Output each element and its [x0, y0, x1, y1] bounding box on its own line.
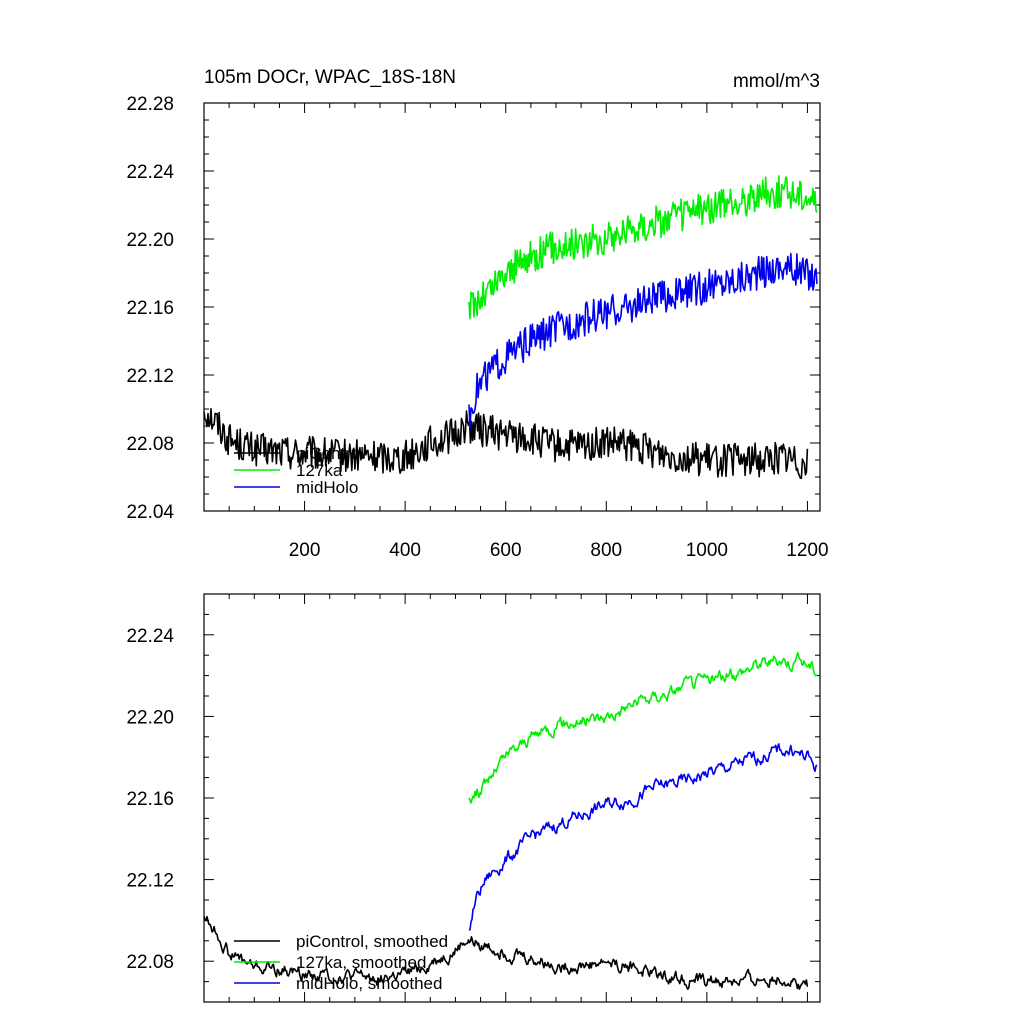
y-tick-label: 22.20	[126, 707, 174, 728]
series-line-0	[203, 915, 809, 991]
x-tick-label: 1200	[786, 540, 828, 561]
legend-label: piControl	[296, 444, 364, 463]
x-tick-label: 1000	[686, 540, 728, 561]
legend-label: midHolo, smoothed	[296, 974, 442, 993]
chart-title: 105m DOCr, WPAC_18S-18N	[204, 67, 456, 88]
y-tick-label: 22.08	[126, 952, 174, 973]
legend-label: midHolo	[296, 478, 358, 497]
y-tick-label: 22.24	[126, 162, 174, 183]
legend-label: piControl, smoothed	[296, 932, 448, 951]
legend-label: 127ka	[296, 461, 343, 480]
x-tick-label: 400	[389, 540, 421, 561]
y-tick-label: 22.28	[126, 94, 174, 115]
x-tick-label: 800	[590, 540, 622, 561]
y-tick-label: 22.12	[126, 366, 174, 387]
series-line-2	[468, 743, 818, 931]
legend-label: 127ka, smoothed	[296, 953, 426, 972]
y-tick-label: 22.12	[126, 871, 174, 892]
top-panel: 200 400 600 800 1000 1200 22.04 22.08 22.12 22.16…	[126, 94, 828, 561]
series-line-1	[468, 175, 818, 320]
y-tick-label: 22.08	[126, 434, 174, 455]
bottom-panel: 22.08 22.12 22.16 22.20 22.24 piControl, smoo…	[126, 593, 821, 1003]
x-tick-label: 200	[289, 540, 321, 561]
series-line-0	[203, 407, 809, 480]
units-label: mmol/m^3	[733, 71, 820, 92]
y-tick-label: 22.04	[126, 502, 174, 523]
y-tick-label: 22.16	[126, 298, 174, 319]
y-tick-label: 22.24	[126, 626, 174, 647]
x-tick-label: 600	[490, 540, 522, 561]
series-line-1	[468, 651, 818, 804]
y-tick-label: 22.16	[126, 789, 174, 810]
series-line-2	[468, 252, 818, 430]
y-tick-label: 22.20	[126, 230, 174, 251]
